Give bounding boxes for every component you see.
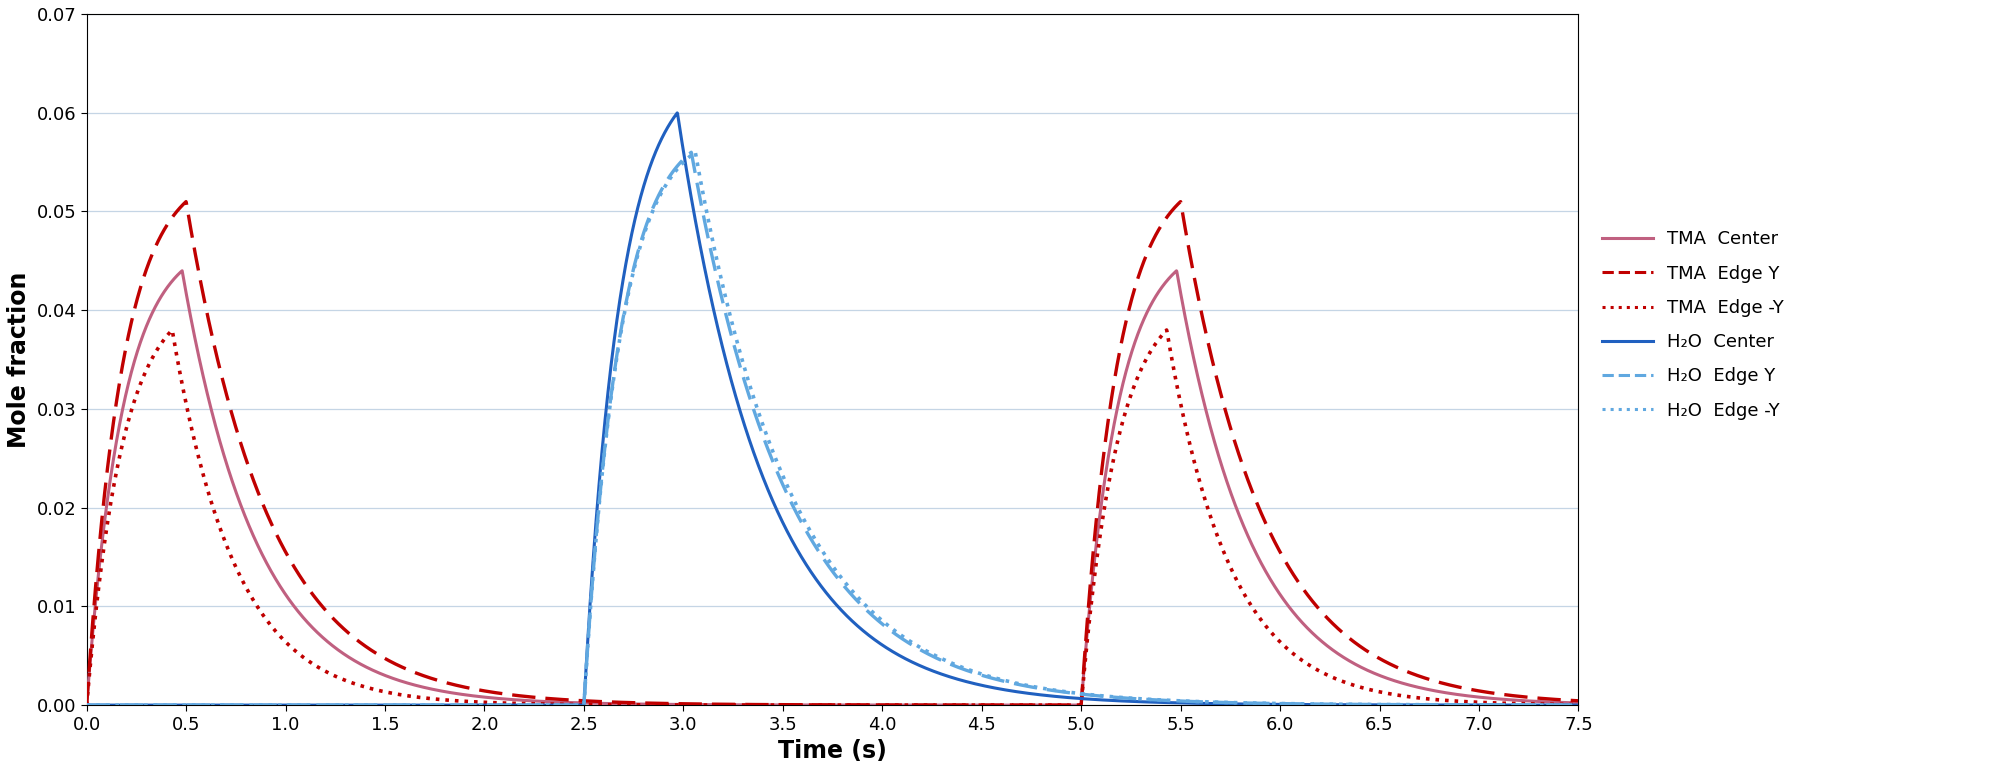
Y-axis label: Mole fraction: Mole fraction xyxy=(6,271,30,447)
Legend: TMA  Center, TMA  Edge Y, TMA  Edge -Y, H₂O  Center, H₂O  Edge Y, H₂O  Edge -Y: TMA Center, TMA Edge Y, TMA Edge -Y, H₂O… xyxy=(1594,223,1792,427)
X-axis label: Time (s): Time (s) xyxy=(777,739,887,763)
